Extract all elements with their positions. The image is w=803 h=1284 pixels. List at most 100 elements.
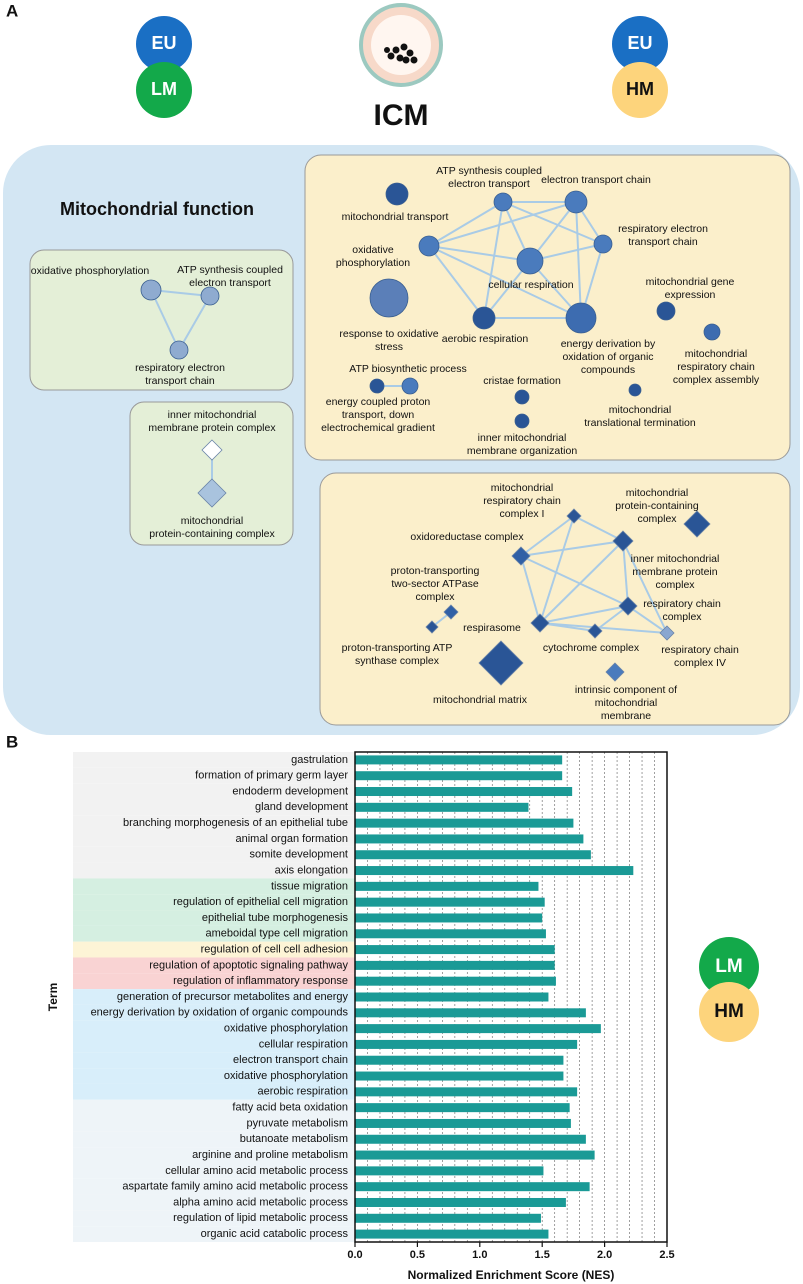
- x-tick-label: 2.0: [597, 1249, 612, 1261]
- node-label: respirasome: [463, 622, 521, 634]
- center-label: ICM: [374, 99, 429, 132]
- node: [514, 389, 530, 405]
- node-label: membrane: [601, 710, 651, 722]
- chart: gastrulation formation of primary germ la…: [73, 751, 675, 1261]
- node-label: respiratory chain: [677, 361, 755, 373]
- node-label: stress: [375, 341, 403, 353]
- bar: [355, 960, 555, 970]
- bar: [355, 1103, 570, 1113]
- badge: [136, 16, 192, 72]
- bar: [355, 771, 563, 781]
- badge: [699, 937, 759, 997]
- bar: [355, 802, 529, 812]
- edge: [428, 245, 485, 319]
- node: [659, 625, 675, 641]
- y-tick-label: tissue migration: [271, 880, 348, 892]
- badge-label: HM: [626, 79, 654, 99]
- edge: [428, 201, 577, 247]
- node-label: complex I: [500, 508, 545, 520]
- node-label: membrane protein: [632, 566, 717, 578]
- node-label: complex assembly: [673, 374, 760, 386]
- row-band: [73, 799, 355, 816]
- row-band: [73, 1068, 355, 1084]
- row-band: [73, 1083, 355, 1100]
- node-label: protein-containing complex: [149, 528, 275, 540]
- bar: [355, 1197, 566, 1207]
- node-label: protein-containing: [615, 500, 699, 512]
- y-tick-label: regulation of cell cell adhesion: [201, 943, 348, 955]
- node: [385, 182, 409, 206]
- cluster-box: [29, 249, 294, 391]
- bar: [355, 881, 539, 891]
- edge: [178, 295, 211, 351]
- node-label: respiratory electron: [135, 362, 225, 374]
- node-label: aerobic respiration: [442, 333, 529, 345]
- node: [369, 278, 409, 318]
- edge: [520, 555, 629, 607]
- badge-label: EU: [627, 33, 652, 53]
- y-tick-label: oxidative phosphorylation: [224, 1023, 348, 1035]
- node: [169, 340, 189, 360]
- nodes: oxidative phosphorylation ATP synthesis c…: [31, 165, 760, 722]
- edge: [575, 201, 582, 319]
- node: [369, 378, 385, 394]
- y-tick-label: endoderm development: [232, 785, 348, 797]
- row-band: [73, 1020, 355, 1037]
- node-label: electrochemical gradient: [321, 422, 435, 434]
- row-band: [73, 1194, 355, 1211]
- edge: [539, 622, 668, 634]
- node-label: cellular respiration: [488, 279, 573, 291]
- bar: [355, 1071, 564, 1081]
- bar: [355, 818, 574, 828]
- panel-letter: A: [6, 1, 18, 20]
- edge: [150, 289, 180, 351]
- node: [200, 286, 220, 306]
- row-band: [73, 1162, 355, 1179]
- y-tick-label: epithelial tube morphogenesis: [202, 912, 349, 924]
- y-tick-label: energy derivation by oxidation of organi…: [91, 1007, 349, 1019]
- node-label: ATP synthesis coupled: [436, 165, 542, 177]
- node-label: membrane organization: [467, 445, 577, 457]
- row-band: [73, 989, 355, 1005]
- row-band: [73, 973, 355, 990]
- bar: [355, 755, 563, 765]
- node: [418, 235, 440, 257]
- row-band: [73, 1052, 355, 1069]
- bar: [355, 1150, 595, 1160]
- node-label: mitochondrial: [491, 482, 553, 494]
- row-band: [73, 862, 355, 879]
- node-label: transport, down: [342, 409, 415, 421]
- node-label: mitochondrial matrix: [433, 694, 528, 706]
- y-tick-label: electron transport chain: [233, 1054, 348, 1066]
- y-tick-label: axis elongation: [275, 864, 348, 876]
- badge-label: HM: [714, 1001, 744, 1022]
- y-tick-label: arginine and proline metabolism: [192, 1149, 348, 1161]
- node-label: mitochondrial: [685, 348, 747, 360]
- node-label: proton-transporting ATP: [342, 642, 453, 654]
- bar: [355, 866, 634, 876]
- node-label: inner mitochondrial: [631, 553, 720, 565]
- y-tick-label: gastrulation: [291, 754, 348, 766]
- node-label: intrinsic component of: [575, 684, 677, 696]
- node-label: oxidative phosphorylation: [31, 265, 150, 277]
- bar: [355, 1055, 564, 1065]
- node-label: complex: [415, 591, 455, 603]
- node-label: membrane protein complex: [148, 422, 276, 434]
- node-label: electron transport: [189, 277, 271, 289]
- y-tick-label: formation of primary germ layer: [195, 770, 348, 782]
- cluster-box: [304, 154, 791, 461]
- plot-frame: [354, 751, 668, 1243]
- badge-label: EU: [151, 33, 176, 53]
- node-label: expression: [665, 289, 716, 301]
- row-band: [73, 894, 355, 911]
- edge: [622, 540, 668, 634]
- row-band: [73, 1004, 355, 1021]
- node-label: electron transport: [448, 178, 530, 190]
- y-tick-label: animal organ formation: [235, 833, 348, 845]
- x-tick-label: 0.5: [410, 1249, 425, 1261]
- row-band: [73, 815, 355, 832]
- x-axis-label: Normalized Enrichment Score (NES): [408, 1268, 615, 1282]
- node: [197, 478, 227, 508]
- node-label: two-sector ATPase: [391, 578, 478, 590]
